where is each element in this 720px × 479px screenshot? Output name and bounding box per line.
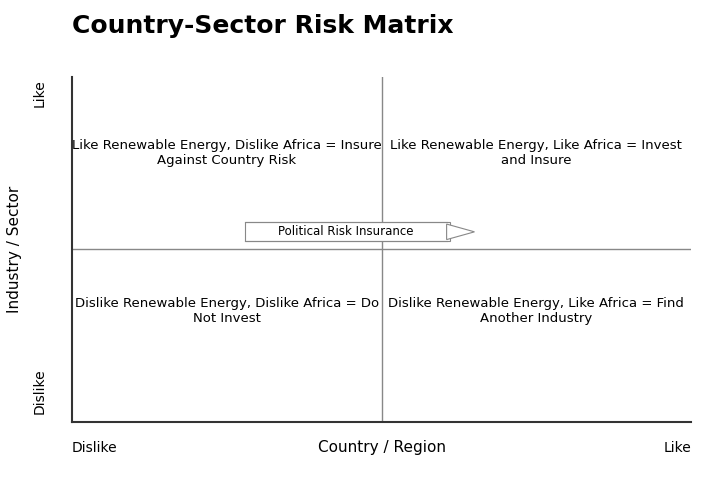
Text: Dislike Renewable Energy, Like Africa = Find
Another Industry: Dislike Renewable Energy, Like Africa = … xyxy=(389,297,684,325)
Text: Dislike Renewable Energy, Dislike Africa = Do
Not Invest: Dislike Renewable Energy, Dislike Africa… xyxy=(75,297,379,325)
Text: Dislike: Dislike xyxy=(32,369,47,414)
Text: Country-Sector Risk Matrix: Country-Sector Risk Matrix xyxy=(72,14,454,38)
Text: Dislike: Dislike xyxy=(72,441,117,455)
Text: Like Renewable Energy, Dislike Africa = Insure
Against Country Risk: Like Renewable Energy, Dislike Africa = … xyxy=(72,138,382,167)
Text: Political Risk Insurance: Political Risk Insurance xyxy=(278,225,414,239)
Text: Like: Like xyxy=(32,79,47,107)
Text: Like Renewable Energy, Like Africa = Invest
and Insure: Like Renewable Energy, Like Africa = Inv… xyxy=(390,138,683,167)
FancyBboxPatch shape xyxy=(246,222,450,241)
Text: Country / Region: Country / Region xyxy=(318,440,446,455)
Polygon shape xyxy=(446,224,474,240)
Text: Industry / Sector: Industry / Sector xyxy=(7,185,22,313)
Text: Like: Like xyxy=(663,441,691,455)
